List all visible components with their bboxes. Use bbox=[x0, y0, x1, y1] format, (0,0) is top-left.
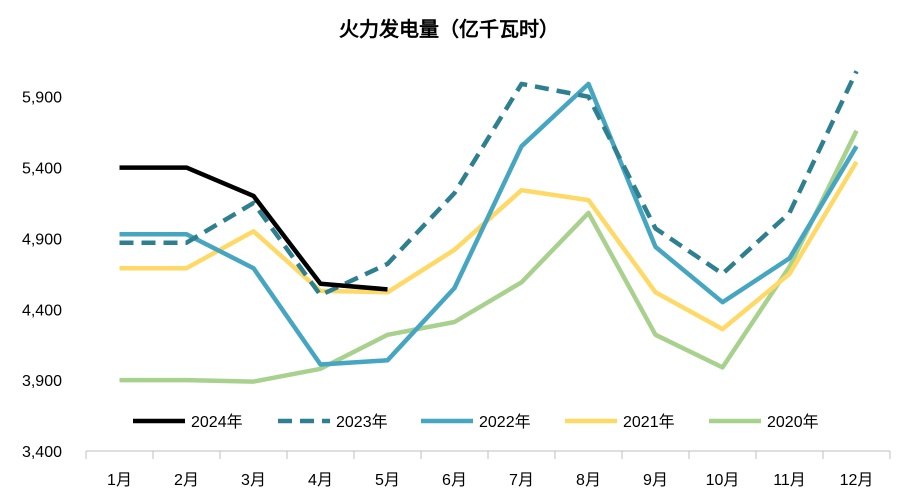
legend: 2024年 2023年 2022年 2021年 2020年 bbox=[133, 413, 819, 431]
x-tick-label: 10月 bbox=[706, 472, 740, 489]
x-tick-label: 12月 bbox=[840, 472, 874, 489]
series-layer bbox=[119, 70, 859, 384]
legend-label: 2024年 bbox=[191, 413, 243, 431]
series-line-2022年 bbox=[119, 81, 859, 367]
axes: 1月 2月 3月 4月 5月 6月 7月 8月 9月 10月 11月 12月 3,400 3,900 4,4… bbox=[22, 90, 891, 489]
y-tick-label: 3,900 bbox=[22, 373, 62, 390]
series-line-2020年 bbox=[119, 129, 859, 384]
legend-label: 2022年 bbox=[479, 413, 531, 431]
legend-label: 2023年 bbox=[336, 413, 388, 431]
x-tick-label: 2月 bbox=[174, 472, 199, 489]
x-tick-label: 1月 bbox=[107, 472, 132, 489]
x-tick-label: 4月 bbox=[308, 472, 333, 489]
x-tick-label: 3月 bbox=[241, 472, 266, 489]
y-tick-label: 5,900 bbox=[22, 90, 62, 107]
y-tick-label: 5,400 bbox=[22, 161, 62, 178]
chart-title: 火力发电量（亿千瓦时） bbox=[339, 17, 559, 41]
x-tick-label: 8月 bbox=[576, 472, 601, 489]
x-tick-label: 9月 bbox=[643, 472, 668, 489]
y-tick-label: 3,400 bbox=[22, 444, 62, 461]
x-tick-label: 6月 bbox=[442, 472, 467, 489]
series-line-2024年 bbox=[119, 165, 388, 292]
series-line-2023年 bbox=[119, 70, 859, 298]
y-tick-label: 4,900 bbox=[22, 231, 62, 248]
x-tick-label: 11月 bbox=[773, 472, 806, 489]
x-tick-label: 7月 bbox=[509, 472, 534, 489]
x-tick-label: 5月 bbox=[375, 472, 400, 489]
legend-label: 2021年 bbox=[623, 413, 675, 431]
legend-label: 2020年 bbox=[767, 413, 819, 431]
y-tick-label: 4,400 bbox=[22, 302, 62, 319]
